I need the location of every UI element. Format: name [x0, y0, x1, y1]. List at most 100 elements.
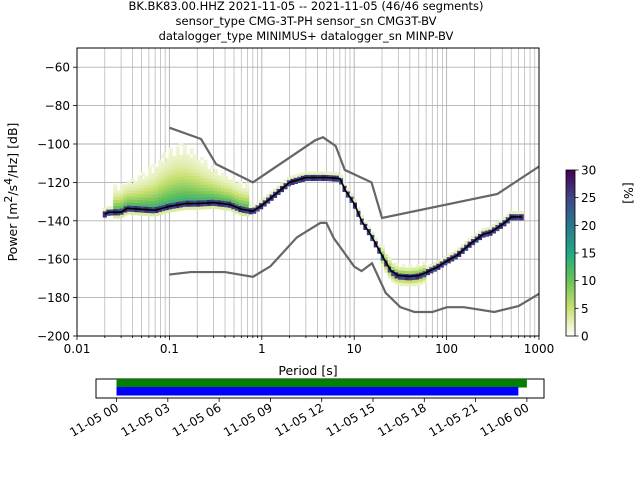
density-cell — [269, 191, 274, 195]
density-cell — [335, 175, 340, 179]
density-cell — [283, 185, 288, 190]
density-cell — [172, 190, 177, 194]
density-cell — [134, 190, 139, 194]
density-cell — [488, 226, 493, 230]
density-cell — [186, 163, 191, 167]
density-cell — [516, 213, 521, 218]
density-cell — [200, 190, 205, 195]
density-cell — [266, 194, 271, 198]
density-cell — [200, 163, 205, 167]
density-cell — [450, 254, 455, 259]
density-cell — [495, 221, 500, 226]
density-cell — [213, 168, 219, 173]
density-cell — [474, 236, 479, 240]
density-cell — [203, 178, 208, 182]
density-cell — [227, 201, 232, 205]
density-cell — [140, 200, 146, 204]
density-cell — [380, 251, 385, 255]
mode-line — [104, 176, 522, 278]
density-cell — [147, 175, 153, 180]
density-cell — [200, 187, 205, 192]
density-cell — [161, 155, 166, 159]
density-cell — [158, 174, 163, 179]
density-cell — [144, 206, 149, 210]
density-cell — [217, 206, 222, 210]
density-cell — [154, 209, 159, 213]
density-cell — [366, 231, 371, 236]
density-cell — [179, 173, 184, 177]
density-cell — [505, 220, 510, 224]
density-cell — [123, 193, 128, 198]
density-cell — [210, 202, 215, 206]
density-cell — [411, 282, 417, 287]
density-cell — [498, 225, 503, 229]
density-cell — [151, 203, 156, 208]
density-cell — [113, 193, 118, 197]
density-cell — [471, 238, 476, 243]
density-cell — [227, 189, 232, 193]
density-cell — [165, 194, 170, 198]
density-cell — [182, 191, 187, 195]
density-cell — [418, 266, 423, 270]
density-cell — [137, 190, 142, 194]
density-cell — [502, 219, 507, 224]
density-cell — [147, 212, 153, 217]
density-cell — [418, 281, 423, 285]
colorbar-tick-label: 0 — [581, 330, 589, 344]
density-cell — [217, 200, 222, 204]
nhnm-line — [169, 126, 540, 220]
density-cell — [154, 206, 159, 210]
timeline-tick-label: 11-05 15 — [324, 400, 378, 439]
density-cell — [165, 188, 170, 192]
density-cell — [401, 279, 406, 284]
density-cell — [502, 216, 507, 221]
density-cell — [130, 187, 135, 191]
density-cell — [189, 163, 194, 167]
density-cell — [151, 213, 156, 217]
density-cell — [200, 169, 205, 173]
density-cell — [207, 202, 212, 207]
density-cell — [168, 181, 173, 185]
ppsd-plot: 0.01 0.1 1 10 100 1000 −60 −80 −100 −120 −140 −160… — [37, 47, 554, 356]
density-cell — [144, 184, 149, 189]
density-cell — [120, 211, 125, 215]
density-cell — [144, 212, 149, 216]
density-cell — [186, 194, 191, 198]
colorbar-ticks: 0 5 10 15 20 25 30 — [575, 164, 596, 344]
density-cell — [116, 190, 121, 194]
density-cell — [391, 275, 396, 280]
density-cell — [137, 208, 142, 213]
density-cell — [234, 185, 239, 190]
density-cell — [113, 202, 118, 207]
density-cell — [234, 201, 239, 205]
density-cell — [491, 227, 496, 231]
density-cell — [161, 173, 166, 178]
density-cell — [172, 159, 177, 163]
density-cell — [175, 167, 180, 172]
density-cell — [161, 207, 166, 212]
x-tick-label: 0.01 — [64, 342, 91, 356]
density-cell — [425, 265, 430, 270]
density-cell — [182, 194, 187, 198]
density-cell — [318, 174, 323, 178]
density-cell — [401, 264, 406, 268]
density-cell — [363, 226, 368, 231]
density-cell — [203, 199, 208, 204]
density-cell — [161, 183, 166, 187]
density-cell — [345, 188, 351, 192]
density-cell — [134, 181, 139, 185]
density-cell — [213, 184, 219, 188]
density-cell — [168, 184, 173, 188]
density-cell — [297, 173, 302, 177]
density-cell — [144, 191, 149, 195]
density-cell — [151, 182, 156, 186]
density-cell — [516, 210, 521, 215]
density-cell — [179, 176, 184, 180]
density-cell — [147, 197, 153, 201]
density-cell — [116, 196, 121, 201]
density-cell — [130, 205, 135, 209]
density-cell — [175, 146, 180, 150]
density-cell — [234, 191, 239, 196]
density-cell — [220, 175, 225, 180]
